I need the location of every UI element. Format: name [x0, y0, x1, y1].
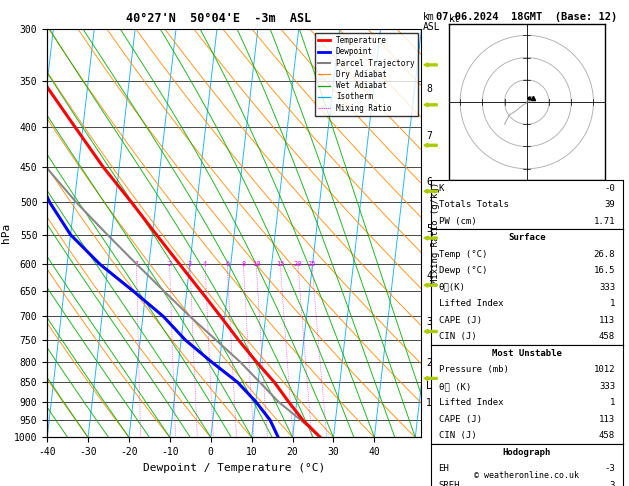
Text: Surface: Surface [508, 233, 545, 242]
Text: Lifted Index: Lifted Index [438, 299, 503, 308]
Text: Dewp (°C): Dewp (°C) [438, 266, 487, 275]
Text: -0: -0 [604, 184, 615, 192]
Text: Lifted Index: Lifted Index [438, 399, 503, 407]
Text: EH: EH [438, 465, 449, 473]
Text: Temp (°C): Temp (°C) [438, 250, 487, 259]
Text: 6: 6 [225, 261, 229, 267]
Text: CIN (J): CIN (J) [438, 432, 476, 440]
Text: Totals Totals: Totals Totals [438, 200, 508, 209]
Text: 10: 10 [252, 261, 260, 267]
Text: 3: 3 [610, 481, 615, 486]
Text: 4: 4 [203, 261, 207, 267]
Text: 113: 113 [599, 415, 615, 424]
Text: 39: 39 [604, 200, 615, 209]
Text: km
ASL: km ASL [423, 12, 440, 32]
Text: Mixing Ratio (g/kg): Mixing Ratio (g/kg) [431, 182, 440, 284]
Text: 1: 1 [135, 261, 138, 267]
Text: θᴇ(K): θᴇ(K) [438, 283, 465, 292]
Text: 8: 8 [241, 261, 245, 267]
Text: © weatheronline.co.uk: © weatheronline.co.uk [474, 471, 579, 480]
Text: K: K [438, 184, 444, 192]
Text: -3: -3 [604, 465, 615, 473]
Text: 1: 1 [610, 399, 615, 407]
Text: 26.8: 26.8 [594, 250, 615, 259]
Text: CIN (J): CIN (J) [438, 332, 476, 341]
Text: 16.5: 16.5 [594, 266, 615, 275]
Text: SREH: SREH [438, 481, 460, 486]
Text: Pressure (mb): Pressure (mb) [438, 365, 508, 374]
Text: 333: 333 [599, 382, 615, 391]
Text: 1: 1 [610, 299, 615, 308]
Text: CAPE (J): CAPE (J) [438, 316, 482, 325]
Text: Most Unstable: Most Unstable [492, 349, 562, 358]
X-axis label: Dewpoint / Temperature (°C): Dewpoint / Temperature (°C) [143, 463, 325, 473]
Text: kt: kt [449, 14, 461, 24]
Text: 113: 113 [599, 316, 615, 325]
Text: 15: 15 [276, 261, 284, 267]
Legend: Temperature, Dewpoint, Parcel Trajectory, Dry Adiabat, Wet Adiabat, Isotherm, Mi: Temperature, Dewpoint, Parcel Trajectory… [315, 33, 418, 116]
Text: 1.71: 1.71 [594, 217, 615, 226]
Text: Hodograph: Hodograph [503, 448, 551, 457]
Text: 3: 3 [188, 261, 192, 267]
Text: 2: 2 [167, 261, 172, 267]
Text: 07.06.2024  18GMT  (Base: 12): 07.06.2024 18GMT (Base: 12) [436, 12, 618, 22]
Text: 20: 20 [294, 261, 303, 267]
Text: 458: 458 [599, 432, 615, 440]
Text: 333: 333 [599, 283, 615, 292]
Y-axis label: hPa: hPa [1, 223, 11, 243]
Text: θᴇ (K): θᴇ (K) [438, 382, 470, 391]
Text: 458: 458 [599, 332, 615, 341]
Text: 1012: 1012 [594, 365, 615, 374]
Text: 25: 25 [308, 261, 316, 267]
Text: PW (cm): PW (cm) [438, 217, 476, 226]
Text: CAPE (J): CAPE (J) [438, 415, 482, 424]
Text: 40°27'N  50°04'E  -3m  ASL: 40°27'N 50°04'E -3m ASL [126, 12, 311, 25]
